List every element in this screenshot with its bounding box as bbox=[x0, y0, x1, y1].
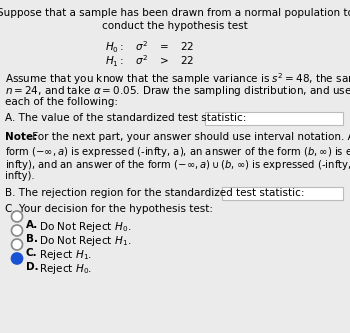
Text: Do Not Reject $H_1$.: Do Not Reject $H_1$. bbox=[36, 234, 131, 248]
Text: Do Not Reject $H_0$.: Do Not Reject $H_0$. bbox=[36, 220, 131, 234]
Text: A.: A. bbox=[26, 220, 38, 230]
Text: Reject $H_1$.: Reject $H_1$. bbox=[36, 248, 92, 262]
Text: Suppose that a sample has been drawn from a normal population to: Suppose that a sample has been drawn fro… bbox=[0, 8, 350, 18]
Text: Note:: Note: bbox=[5, 132, 37, 142]
Bar bbox=[205, 112, 343, 125]
Circle shape bbox=[12, 239, 22, 250]
Text: C. Your decision for the hypothesis test:: C. Your decision for the hypothesis test… bbox=[5, 204, 213, 214]
Text: each of the following:: each of the following: bbox=[5, 97, 118, 107]
Text: infty).: infty). bbox=[5, 171, 35, 181]
Text: B. The rejection region for the standardized test statistic:: B. The rejection region for the standard… bbox=[5, 188, 304, 198]
Bar bbox=[222, 187, 343, 200]
Text: D.: D. bbox=[26, 262, 38, 272]
Text: infty), and an answer of the form $(-\infty, a) \cup (b, \infty)$ is expressed (: infty), and an answer of the form $(-\in… bbox=[5, 158, 350, 172]
Text: $H_1: \quad \sigma^2 \quad > \quad 22$: $H_1: \quad \sigma^2 \quad > \quad 22$ bbox=[105, 53, 195, 69]
Text: conduct the hypothesis test: conduct the hypothesis test bbox=[102, 21, 248, 31]
Text: C.: C. bbox=[26, 248, 38, 258]
Text: A. The value of the standardized test statistic:: A. The value of the standardized test st… bbox=[5, 113, 246, 123]
Text: B.: B. bbox=[26, 234, 38, 244]
Circle shape bbox=[12, 253, 22, 264]
Circle shape bbox=[12, 211, 22, 222]
Text: For the next part, your answer should use interval notation. An answer of the: For the next part, your answer should us… bbox=[29, 132, 350, 142]
Text: Assume that you know that the sample variance is $s^2 = 48$, the sample size is: Assume that you know that the sample var… bbox=[5, 71, 350, 87]
Text: $H_0: \quad \sigma^2 \quad = \quad 22$: $H_0: \quad \sigma^2 \quad = \quad 22$ bbox=[105, 39, 195, 55]
Text: Reject $H_0$.: Reject $H_0$. bbox=[36, 262, 92, 276]
Text: form $(-\infty, a)$ is expressed (-infty, a), an answer of the form $(b, \infty): form $(-\infty, a)$ is expressed (-infty… bbox=[5, 145, 350, 159]
Circle shape bbox=[12, 225, 22, 236]
Text: $n = 24$, and take $\alpha = 0.05$. Draw the sampling distribution, and use it t: $n = 24$, and take $\alpha = 0.05$. Draw… bbox=[5, 84, 350, 98]
